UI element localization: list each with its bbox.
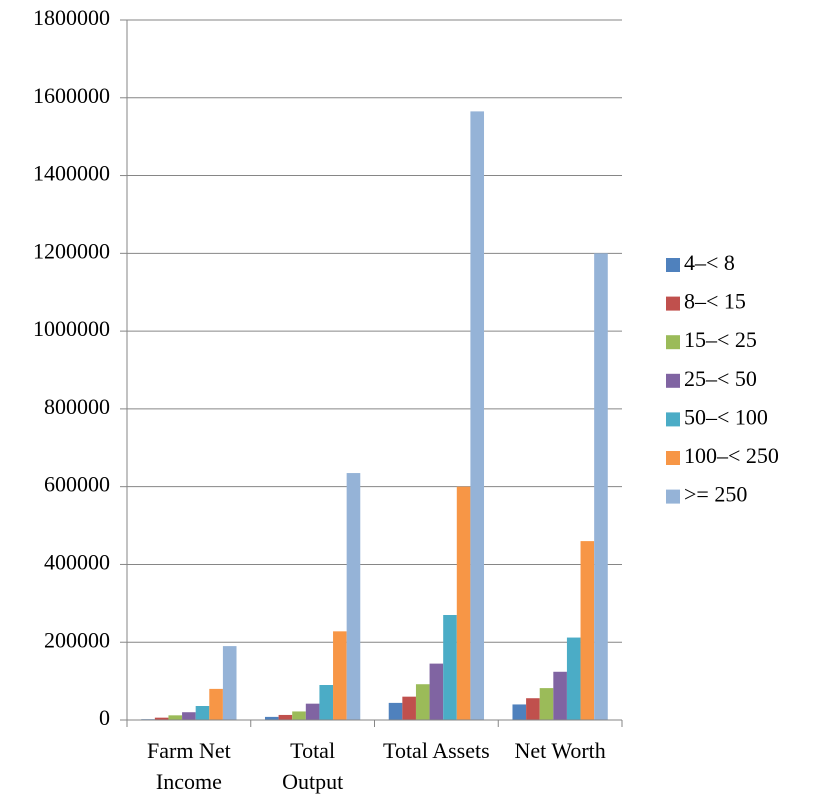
bar [168,715,183,720]
bar [319,685,334,720]
y-tick-label: 200000 [44,627,110,652]
bar [470,111,485,720]
bar [195,706,210,720]
bar [402,696,416,720]
y-tick-label: 1400000 [33,161,110,186]
bar [305,703,320,720]
bar [222,646,237,720]
bar [512,704,527,720]
x-tick-label: Total Output [282,738,344,794]
x-tick-label: Farm Net Income [147,738,231,794]
bar [580,541,595,720]
legend-swatch [666,373,680,388]
bar [539,688,554,720]
bar [526,698,540,720]
y-tick-label: 800000 [44,394,110,419]
y-tick-label: 600000 [44,472,110,497]
y-tick-label: 1600000 [33,83,110,108]
x-tick-label: Total Assets [383,738,490,763]
legend-swatch [666,258,680,272]
legend-label: 4–< 8 [684,250,735,275]
legend-label: >= 250 [684,482,747,507]
y-tick-label: 400000 [44,549,110,574]
legend-label: 50–< 100 [684,404,768,429]
legend-swatch [666,489,680,504]
bar [429,663,444,720]
bar [553,671,567,720]
x-tick-label: Net Worth [514,738,606,763]
legend-label: 25–< 50 [684,366,757,391]
legend-label: 15–< 25 [684,327,757,352]
bar [594,253,608,721]
legend-label: 8–< 15 [684,289,746,314]
legend-swatch [666,296,680,311]
bar [566,637,581,720]
legend-swatch [666,412,680,427]
bar [388,702,403,720]
legend-swatch [666,335,680,350]
bar [346,473,361,720]
bar [443,615,457,720]
legend-label: 100–< 250 [684,443,779,468]
y-tick-label: 1000000 [33,316,110,341]
bar [333,631,347,720]
bar [278,714,293,720]
bar [154,717,169,720]
legend-swatch [666,451,680,465]
bar [209,688,223,720]
bar [264,716,279,720]
bar [456,486,471,720]
bar [292,711,306,720]
y-tick-label: 0 [99,705,110,730]
bar [182,712,196,720]
bar [415,684,430,720]
y-tick-label: 1200000 [33,238,110,263]
y-tick-label: 1800000 [33,5,110,30]
